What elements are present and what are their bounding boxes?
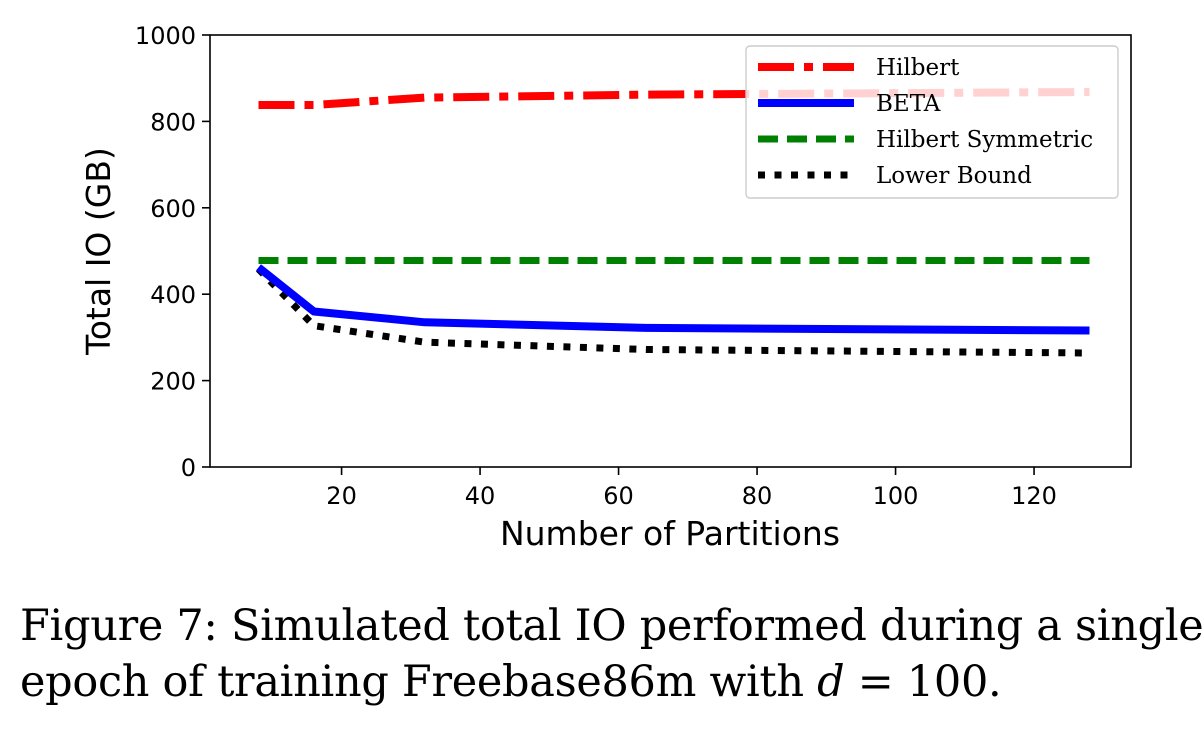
y-tick-label: 800 <box>150 108 196 136</box>
figure-caption: Figure 7: Simulated total IO performed d… <box>20 598 1204 710</box>
x-tick-label: 120 <box>1011 482 1057 510</box>
x-tick-label: 20 <box>326 482 357 510</box>
x-tick-label: 40 <box>465 482 496 510</box>
y-tick-label: 600 <box>150 195 196 223</box>
series-line-lower-bound <box>255 266 1090 357</box>
y-tick-label: 1000 <box>135 22 196 50</box>
caption-variable: d <box>817 657 845 707</box>
legend-label-hilbert: Hilbert <box>876 55 960 81</box>
legend-label-beta: BETA <box>876 91 941 117</box>
x-tick-label: 60 <box>603 482 634 510</box>
series-line-beta <box>256 264 1090 335</box>
x-tick-label: 100 <box>873 482 919 510</box>
y-axis-label: Total IO (GB) <box>79 147 118 356</box>
legend: Hilbert BETA Hilbert Symmetric Lower Bound <box>745 45 1119 199</box>
y-tick-label: 200 <box>150 368 196 396</box>
y-axis: 0 200 400 600 800 1000 <box>135 22 210 482</box>
x-axis: 20 40 60 80 100 120 <box>326 467 1057 510</box>
line-chart: 20 40 60 80 100 120 0 200 400 600 800 1000 Number … <box>79 22 1132 553</box>
x-axis-label: Number of Partitions <box>500 514 840 553</box>
legend-label-hilbert-symmetric: Hilbert Symmetric <box>876 127 1093 153</box>
plot-frame <box>209 34 1132 468</box>
caption-line-1: Figure 7: Simulated total IO performed d… <box>20 601 1204 651</box>
legend-box <box>745 45 1119 199</box>
caption-line-2-suffix: = 100. <box>844 657 1002 707</box>
caption-line-2-prefix: epoch of training Freebase86m with <box>20 657 818 707</box>
caption-line-2: epoch of training Freebase86m with d = 1… <box>20 654 1200 710</box>
x-tick-label: 80 <box>742 482 773 510</box>
legend-label-lower-bound: Lower Bound <box>876 163 1032 189</box>
y-tick-label: 400 <box>150 281 196 309</box>
y-tick-label: 0 <box>181 454 196 482</box>
